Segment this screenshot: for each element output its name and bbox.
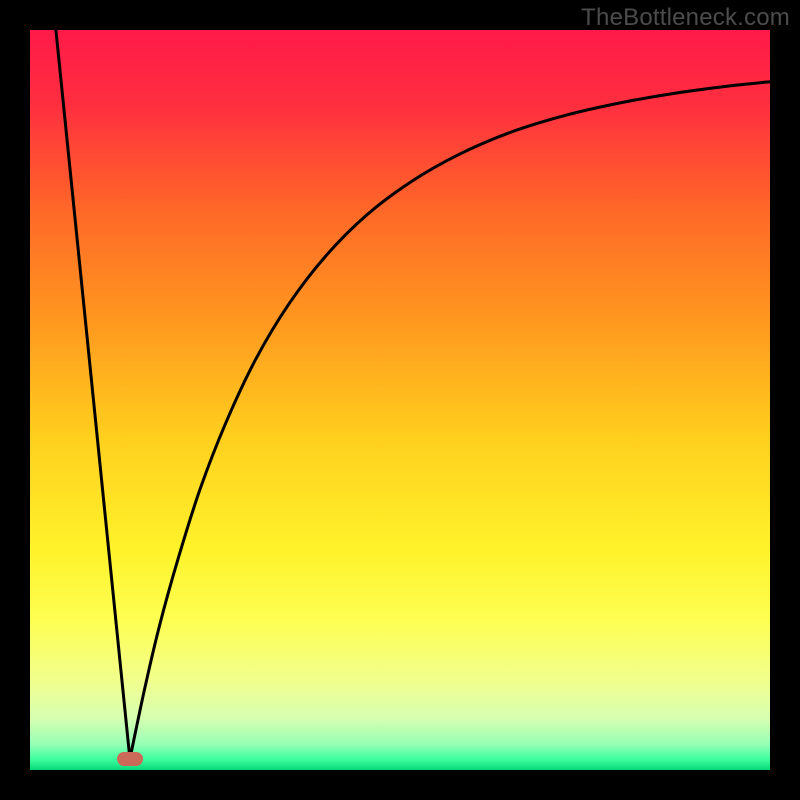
bottleneck-curve (30, 30, 770, 770)
chart-outer-frame: TheBottleneck.com (0, 0, 800, 800)
watermark-text: TheBottleneck.com (581, 4, 790, 32)
curve-left-branch (56, 30, 130, 759)
curve-vertex-marker (117, 752, 143, 766)
plot-area (30, 30, 770, 770)
curve-right-branch (130, 82, 770, 759)
